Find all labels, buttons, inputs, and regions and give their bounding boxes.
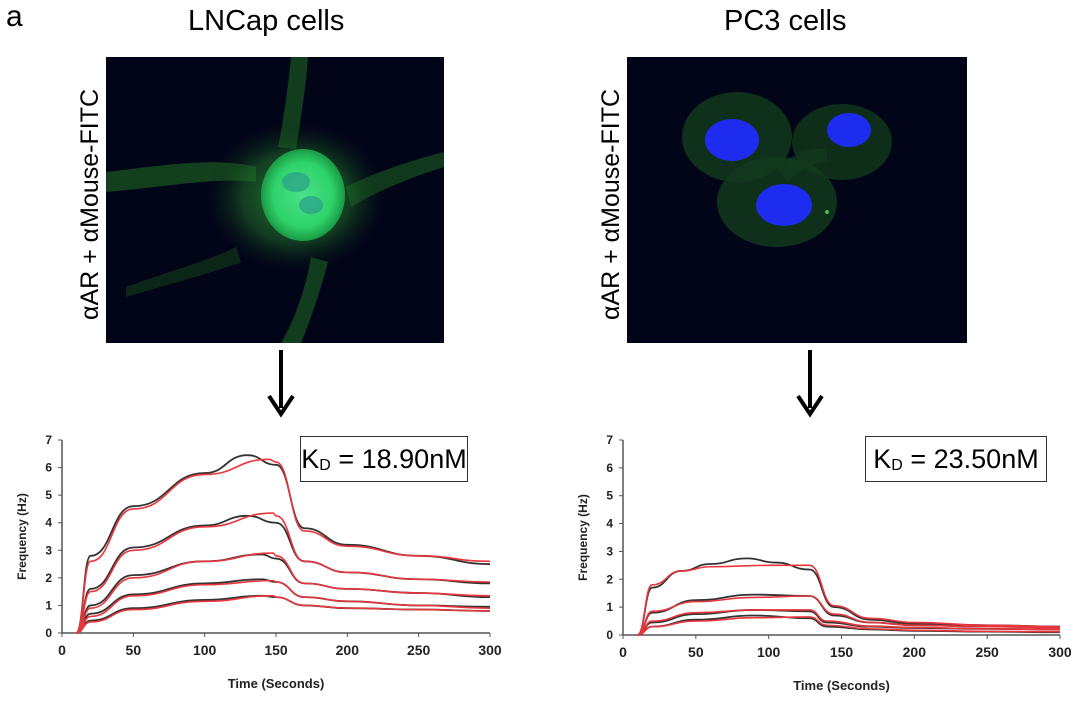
micrograph-lncap-image bbox=[106, 57, 444, 343]
y-tick-label: 5 bbox=[45, 488, 52, 502]
title-pc3: PC3 cells bbox=[724, 5, 847, 37]
micrograph-pc3 bbox=[627, 57, 967, 343]
y-tick-label: 0 bbox=[45, 626, 52, 640]
x-tick-label: 200 bbox=[336, 642, 360, 658]
fit-curve bbox=[75, 512, 491, 634]
measured-curve bbox=[76, 594, 491, 634]
stain-label-lncap: αAR + αMouse-FITC bbox=[76, 88, 104, 320]
x-tick-label: 300 bbox=[478, 642, 502, 658]
panel-label: a bbox=[6, 0, 23, 33]
y-tick-label: 0 bbox=[606, 628, 613, 642]
kd-symbol: K bbox=[301, 444, 320, 474]
x-tick-label: 0 bbox=[58, 642, 66, 658]
y-tick-label: 3 bbox=[606, 544, 613, 558]
y-tick-label: 7 bbox=[606, 433, 613, 447]
y-tick-label: 1 bbox=[45, 598, 52, 612]
x-tick-label: 150 bbox=[830, 644, 854, 660]
x-axis-label: Time (Seconds) bbox=[228, 676, 325, 691]
y-tick-label: 1 bbox=[606, 600, 613, 614]
fit-curve bbox=[637, 609, 1061, 636]
x-axis-label: Time (Seconds) bbox=[793, 678, 890, 693]
y-axis-label: Frequency (Hz) bbox=[15, 493, 29, 580]
arrow-down-icon bbox=[795, 350, 825, 418]
y-tick-label: 7 bbox=[45, 433, 52, 447]
x-tick-label: 0 bbox=[619, 644, 627, 660]
fit-curve bbox=[637, 595, 1061, 636]
y-tick-label: 4 bbox=[606, 517, 613, 531]
kd-subscript: D bbox=[891, 457, 903, 474]
fit-curve bbox=[76, 579, 491, 634]
y-tick-label: 6 bbox=[606, 461, 613, 475]
kd-label-pc3: KD = 23.50nM bbox=[865, 436, 1047, 482]
kd-symbol: K bbox=[873, 444, 892, 474]
arrow-down-icon bbox=[266, 350, 296, 418]
x-tick-label: 300 bbox=[1048, 644, 1072, 660]
y-tick-label: 2 bbox=[45, 571, 52, 585]
x-tick-label: 250 bbox=[975, 644, 999, 660]
x-tick-label: 200 bbox=[903, 644, 927, 660]
y-tick-label: 2 bbox=[606, 572, 613, 586]
x-tick-label: 50 bbox=[688, 644, 704, 660]
sensorgram-lncap: 0 1 2 3 4 5 6 7 0 50 100 150 200 250 300 Time (Seconds)… bbox=[15, 433, 502, 691]
kd-value: = 18.90nM bbox=[330, 444, 467, 474]
kd-subscript: D bbox=[319, 457, 331, 474]
kd-label-lncap: KD = 18.90nM bbox=[300, 436, 468, 482]
y-tick-label: 6 bbox=[45, 461, 52, 475]
micrograph-pc3-image bbox=[627, 57, 967, 343]
title-lncap: LNCap cells bbox=[188, 5, 345, 37]
x-tick-label: 250 bbox=[407, 642, 431, 658]
fit-curve bbox=[636, 564, 1061, 636]
x-tick-label: 50 bbox=[126, 642, 142, 658]
fit-curve bbox=[76, 594, 491, 634]
sensorgram-pc3: 0 1 2 3 4 5 6 7 0 50 100 150 200 250 300 Time (Seconds)… bbox=[576, 433, 1072, 693]
kd-value: = 23.50nM bbox=[902, 444, 1039, 474]
fit-curve bbox=[75, 552, 491, 634]
stain-label-pc3: αAR + αMouse-FITC bbox=[597, 88, 625, 320]
fit-curve bbox=[75, 458, 491, 634]
y-axis-label: Frequency (Hz) bbox=[576, 494, 590, 581]
x-tick-label: 100 bbox=[193, 642, 217, 658]
y-tick-label: 3 bbox=[45, 543, 52, 557]
x-tick-label: 150 bbox=[264, 642, 288, 658]
x-tick-label: 100 bbox=[757, 644, 781, 660]
y-tick-label: 5 bbox=[606, 489, 613, 503]
fit-curve bbox=[637, 616, 1061, 636]
micrograph-lncap bbox=[106, 57, 444, 343]
y-tick-label: 4 bbox=[45, 516, 52, 530]
